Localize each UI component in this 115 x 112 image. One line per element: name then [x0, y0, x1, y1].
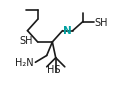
Text: SH: SH: [94, 17, 107, 27]
Text: HS: HS: [46, 64, 60, 74]
Text: H₂N: H₂N: [14, 58, 33, 68]
Text: N: N: [63, 26, 71, 36]
Text: SH: SH: [19, 35, 33, 45]
